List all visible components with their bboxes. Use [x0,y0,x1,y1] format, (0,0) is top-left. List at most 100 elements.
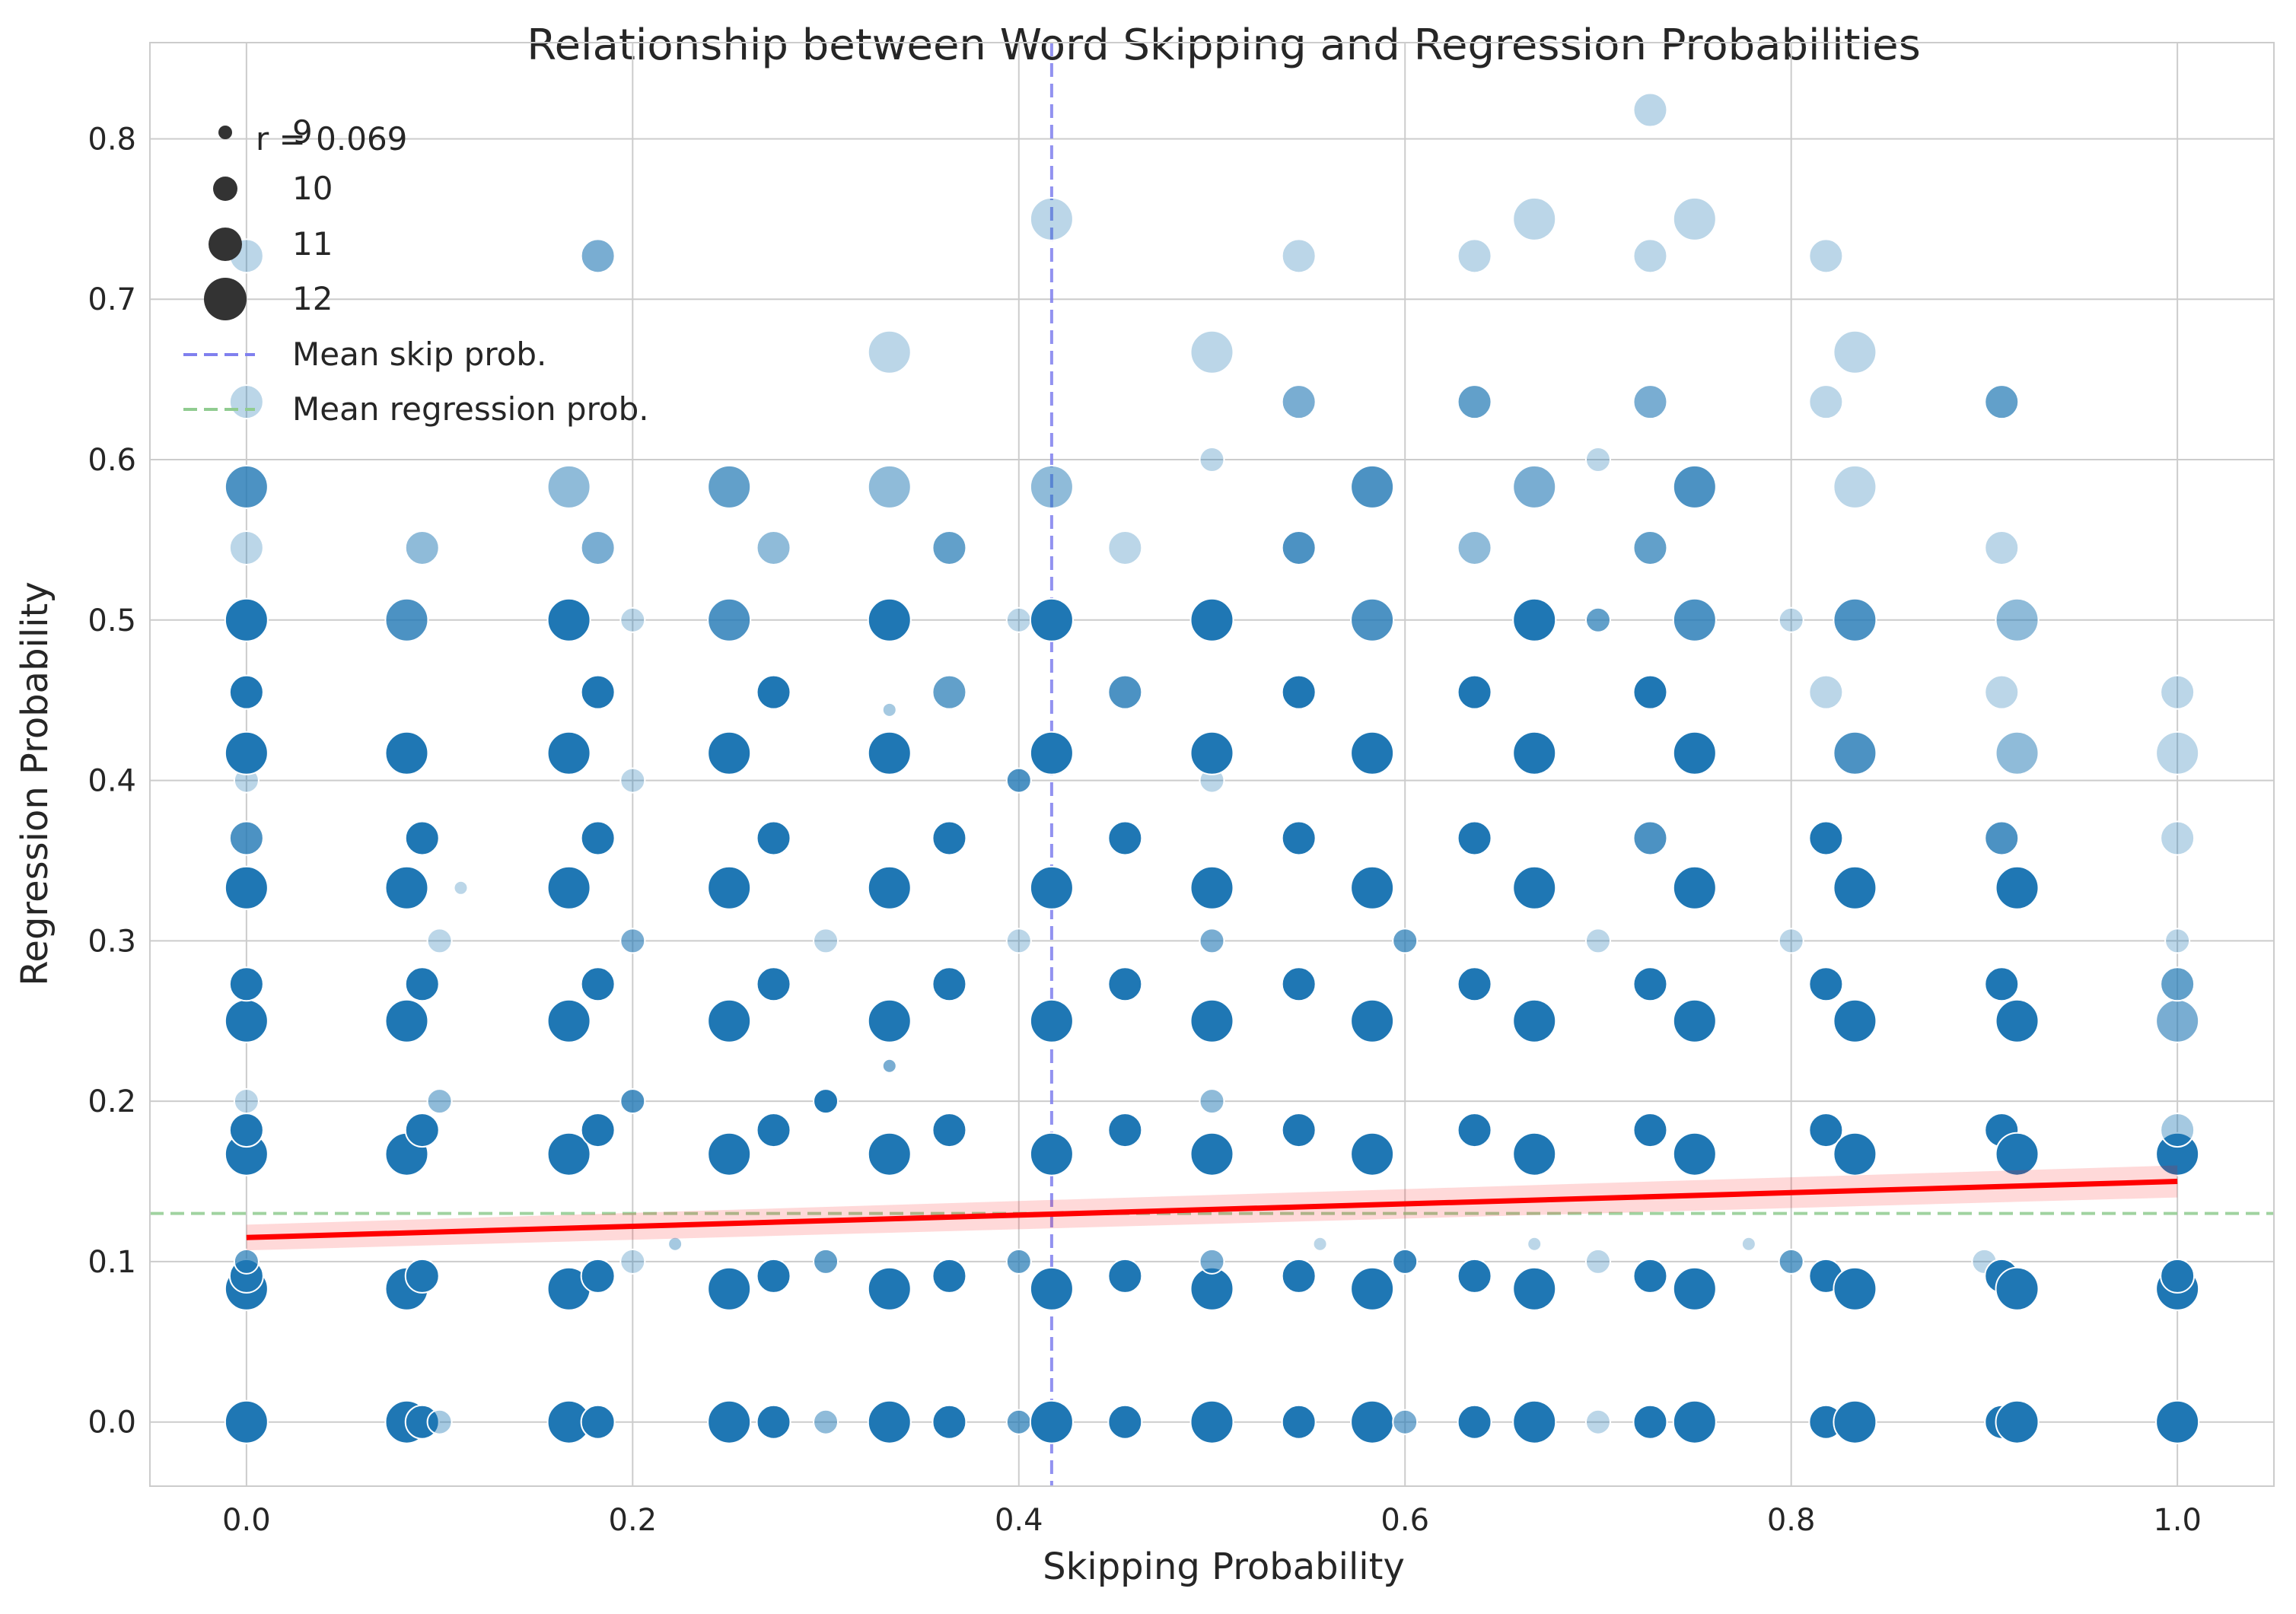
data-point [1350,731,1395,775]
data-point [546,865,591,910]
data-point [1457,384,1492,420]
legend-size-marker [218,126,232,139]
data-point [1392,928,1419,954]
data-point [1107,1404,1143,1440]
data-point [1350,998,1395,1043]
data-point [619,767,646,794]
data-point [1107,820,1143,856]
data-point [2164,928,2191,954]
data-point [1984,384,2020,420]
data-point [1350,865,1395,910]
data-point [228,530,264,565]
data-point [426,1088,453,1115]
data-point [707,998,752,1043]
data-point [1189,597,1234,642]
data-point [1350,464,1395,509]
data-point [619,606,646,633]
data-point [1350,1266,1395,1311]
data-point [404,530,440,565]
data-point [2155,998,2200,1043]
data-point [1833,1132,1877,1176]
data-point [580,820,616,856]
legend-line-label: Mean skip prob. [292,336,546,373]
y-tick-label: 0.7 [88,282,136,317]
data-point [1833,329,1877,374]
data-point [867,1266,912,1311]
data-point [1512,1266,1557,1311]
data-point [1527,1236,1543,1252]
data-point [1005,1248,1032,1275]
data-point [1632,1258,1668,1294]
x-tick-label: 0.0 [222,1503,271,1538]
data-point [867,998,912,1043]
data-point [1107,1258,1143,1294]
data-point [1005,606,1032,633]
data-point [931,1258,967,1294]
data-point [1189,329,1234,374]
data-point [1632,1113,1668,1148]
data-point [1457,1404,1492,1440]
y-tick-label: 0.3 [88,924,136,959]
x-tick-label: 0.6 [1380,1503,1429,1538]
data-point [1512,998,1557,1043]
data-point [1029,865,1074,910]
data-point [1281,1113,1317,1148]
legend-size-label: 12 [292,280,333,317]
data-point [1584,928,1611,954]
data-point [426,1409,453,1435]
data-point [1833,464,1877,509]
data-point [1995,998,2040,1043]
data-point [1107,674,1143,710]
data-point [881,1058,897,1074]
tick-labels: 0.0 0.2 0.4 0.6 0.8 1.0 0.0 0.1 0.2 0.3 0.4 0.5 0.6 0… [88,122,2202,1538]
data-point [813,1248,839,1275]
data-point [756,1404,791,1440]
data-point [1632,966,1668,1002]
x-axis-title: Skipping Probability [1043,1546,1405,1588]
data-point [931,674,967,710]
data-point [546,597,591,642]
data-point [1808,966,1844,1002]
data-point [1995,1266,2040,1311]
data-point [619,1088,646,1115]
data-point [1512,1399,1557,1444]
data-point [1632,530,1668,565]
chart-title: Relationship between Word Skipping and R… [527,21,1921,70]
data-point [1632,820,1668,856]
data-point [1005,928,1032,954]
data-point [619,1248,646,1275]
data-point [1833,1266,1877,1311]
data-point [1512,597,1557,642]
data-point [384,597,429,642]
plot-frame [149,42,2275,1487]
data-point [233,1248,260,1275]
data-point [2160,966,2196,1002]
data-point [707,1266,752,1311]
legend-line-label: Mean regression prob. [292,390,649,428]
data-point [1584,606,1611,633]
y-tick-label: 0.8 [88,122,136,157]
data-point [1833,1399,1877,1444]
data-point [867,464,912,509]
data-point [1312,1236,1328,1252]
data-point [2160,820,2196,856]
data-point [756,966,791,1002]
data-point [931,966,967,1002]
data-point [1995,1132,2040,1176]
data-point [756,530,791,565]
data-point [813,928,839,954]
data-point [1584,447,1611,473]
data-point [1457,238,1492,274]
data-point [580,1258,616,1294]
data-point [1808,1113,1844,1148]
data-point [1512,464,1557,509]
data-point [707,597,752,642]
data-point [2160,1113,2196,1148]
data-point [1029,1266,1074,1311]
data-point [1392,1409,1419,1435]
data-point [384,731,429,775]
data-point [1029,1399,1074,1444]
data-point [707,1399,752,1444]
